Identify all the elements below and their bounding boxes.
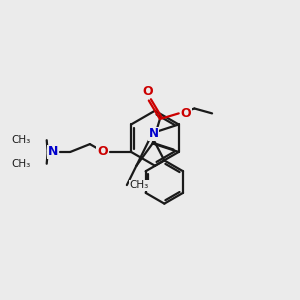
Text: O: O [142, 85, 153, 98]
Text: O: O [97, 146, 108, 158]
Text: N: N [47, 146, 58, 158]
Text: CH₃: CH₃ [130, 180, 149, 190]
Text: CH₃: CH₃ [12, 159, 31, 169]
Text: N: N [148, 128, 159, 140]
Text: CH₃: CH₃ [12, 135, 31, 145]
Text: O: O [181, 107, 191, 120]
